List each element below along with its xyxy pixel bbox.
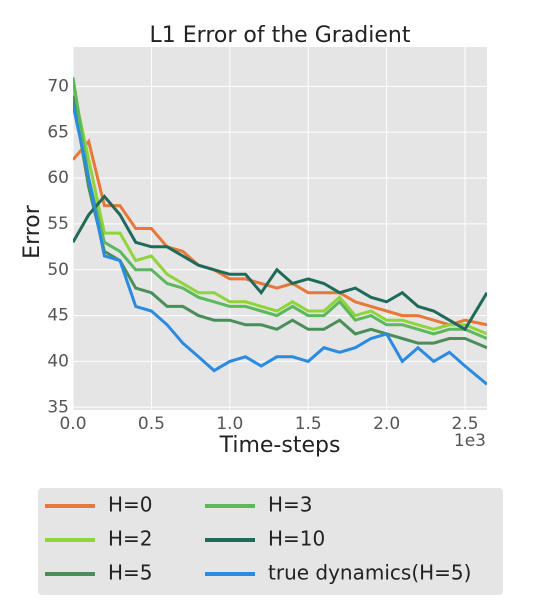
x-tick-label: 0.0 (59, 414, 86, 434)
series-line (73, 194, 487, 332)
legend-label: true dynamics(H=5) (268, 561, 471, 585)
legend-label: H=3 (268, 493, 313, 517)
series-line (73, 104, 487, 386)
x-tick-label: 2.0 (373, 414, 400, 434)
x-tick-label: 1.0 (216, 414, 243, 434)
chart-title: L1 Error of the Gradient (150, 23, 411, 48)
y-tick-label: 70 (47, 76, 69, 96)
series-line (73, 77, 487, 340)
series-line (73, 86, 487, 336)
legend (38, 488, 503, 595)
y-tick-label: 50 (47, 260, 69, 280)
x-axis-label: Time-steps (219, 433, 341, 458)
y-tick-label: 65 (47, 122, 69, 142)
legend-label: H=5 (108, 561, 153, 585)
x-offset-label: 1e3 (454, 431, 486, 451)
x-tick-label: 1.5 (295, 414, 322, 434)
legend-label: H=0 (108, 493, 153, 517)
y-tick-label: 40 (47, 351, 69, 371)
legend-label: H=10 (268, 527, 325, 551)
legend-label: H=2 (108, 527, 153, 551)
y-tick-label: 45 (47, 306, 69, 326)
series-line (73, 138, 487, 327)
y-tick-label: 35 (47, 397, 69, 417)
y-axis-label: Error (20, 204, 45, 259)
series-line (73, 95, 487, 350)
y-tick-label: 55 (47, 214, 69, 234)
x-tick-label: 2.5 (452, 414, 479, 434)
x-tick-label: 0.5 (138, 414, 165, 434)
y-tick-label: 60 (47, 168, 69, 188)
